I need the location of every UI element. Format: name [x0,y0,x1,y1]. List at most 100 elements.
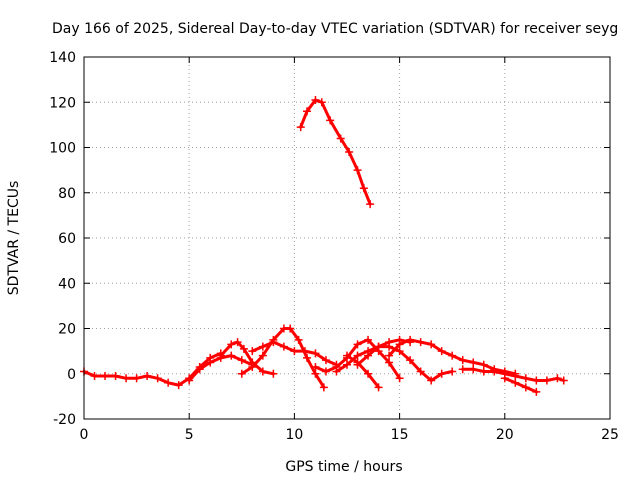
data-point-marker [311,362,320,371]
data-point-marker [542,376,551,385]
x-tick-label: 20 [496,427,514,443]
data-point-marker [385,351,394,360]
data-point-marker [416,367,425,376]
data-point-marker [427,340,436,349]
data-point-marker [458,356,467,365]
data-point-marker [427,376,436,385]
data-point-marker [195,365,204,374]
data-point-marker [258,342,267,351]
data-point-marker [521,383,530,392]
data-point-marker [153,374,162,383]
data-point-marker [364,369,373,378]
x-tick-label: 25 [601,427,619,443]
y-tick-label: 40 [58,276,76,292]
data-point-marker [237,369,246,378]
data-point-marker [286,324,295,333]
y-tick-label: 120 [49,95,76,111]
data-point-marker [290,347,299,356]
data-point-marker [437,347,446,356]
y-tick-label: 140 [49,50,76,66]
data-point-marker [303,353,312,362]
y-tick-label: 0 [67,367,76,383]
data-point-marker [532,387,541,396]
data-point-marker [122,374,131,383]
data-point-marker [345,148,354,157]
data-point-marker [343,360,351,369]
data-point-marker [143,372,152,381]
data-point-marker [269,369,278,378]
data-point-marker [353,166,362,175]
data-point-marker [319,383,328,392]
series-trace-l [503,376,538,394]
data-point-marker [385,358,394,367]
data-point-marker [101,372,110,381]
data-point-marker [511,372,520,381]
data-point-marker [353,340,362,349]
data-point-marker [185,376,194,385]
data-point-marker [395,347,404,356]
y-tick-label: 100 [49,141,76,157]
data-point-marker [227,351,236,360]
series-trace-i [356,345,454,382]
series-layer [80,95,568,396]
data-point-marker [374,342,383,351]
data-point-marker [500,374,509,383]
series-trace-k [461,367,566,382]
data-point-marker [359,184,368,193]
data-point-marker [321,356,330,365]
data-point-marker [353,360,362,369]
data-point-marker [469,365,478,374]
data-point-marker [111,372,120,381]
data-point-marker [237,356,246,365]
data-point-marker [269,338,278,347]
data-point-marker [90,372,99,381]
data-point-marker [343,351,351,360]
data-point-marker [227,340,236,349]
data-point-marker [479,360,488,369]
series-trace-c [240,327,326,389]
data-point-marker [366,200,375,209]
data-point-marker [448,367,457,376]
data-point-marker [294,335,303,344]
data-point-marker [311,369,320,378]
data-point-marker [258,351,267,360]
data-point-marker [458,365,467,374]
data-point-marker [239,344,248,353]
data-point-marker [395,340,404,349]
data-point-marker [174,381,183,390]
data-point-marker [300,347,309,356]
data-point-marker [332,367,341,376]
plot-frame [83,56,611,420]
data-point-marker [303,107,312,116]
data-point-marker [132,374,141,383]
series-trace-h [345,354,381,389]
data-point-marker [469,358,478,367]
x-tick-label: 0 [80,427,89,443]
data-point-marker [559,376,568,385]
data-point-marker [353,351,362,360]
data-point-marker [490,367,499,376]
data-point-marker [521,374,530,383]
data-point-marker [326,116,335,125]
data-point-marker [311,95,320,104]
data-point-marker [406,356,415,365]
data-point-marker [336,134,345,143]
data-point-marker [258,367,267,376]
data-point-marker [321,367,330,376]
data-point-marker [317,98,326,107]
data-point-marker [279,342,288,351]
data-point-marker [416,338,425,347]
y-tick-label: -20 [53,412,76,428]
data-point-marker [364,335,373,344]
chart-title: Day 166 of 2025, Sidereal Day-to-day VTE… [52,21,618,37]
data-point-marker [311,349,320,358]
data-point-marker [206,358,215,367]
y-axis-label: SDTVAR / TECUs [6,181,22,296]
data-point-marker [395,374,404,383]
data-point-marker [374,383,383,392]
data-point-marker [364,351,373,360]
x-axis-label: GPS time / hours [285,459,402,475]
data-point-marker [248,362,257,371]
